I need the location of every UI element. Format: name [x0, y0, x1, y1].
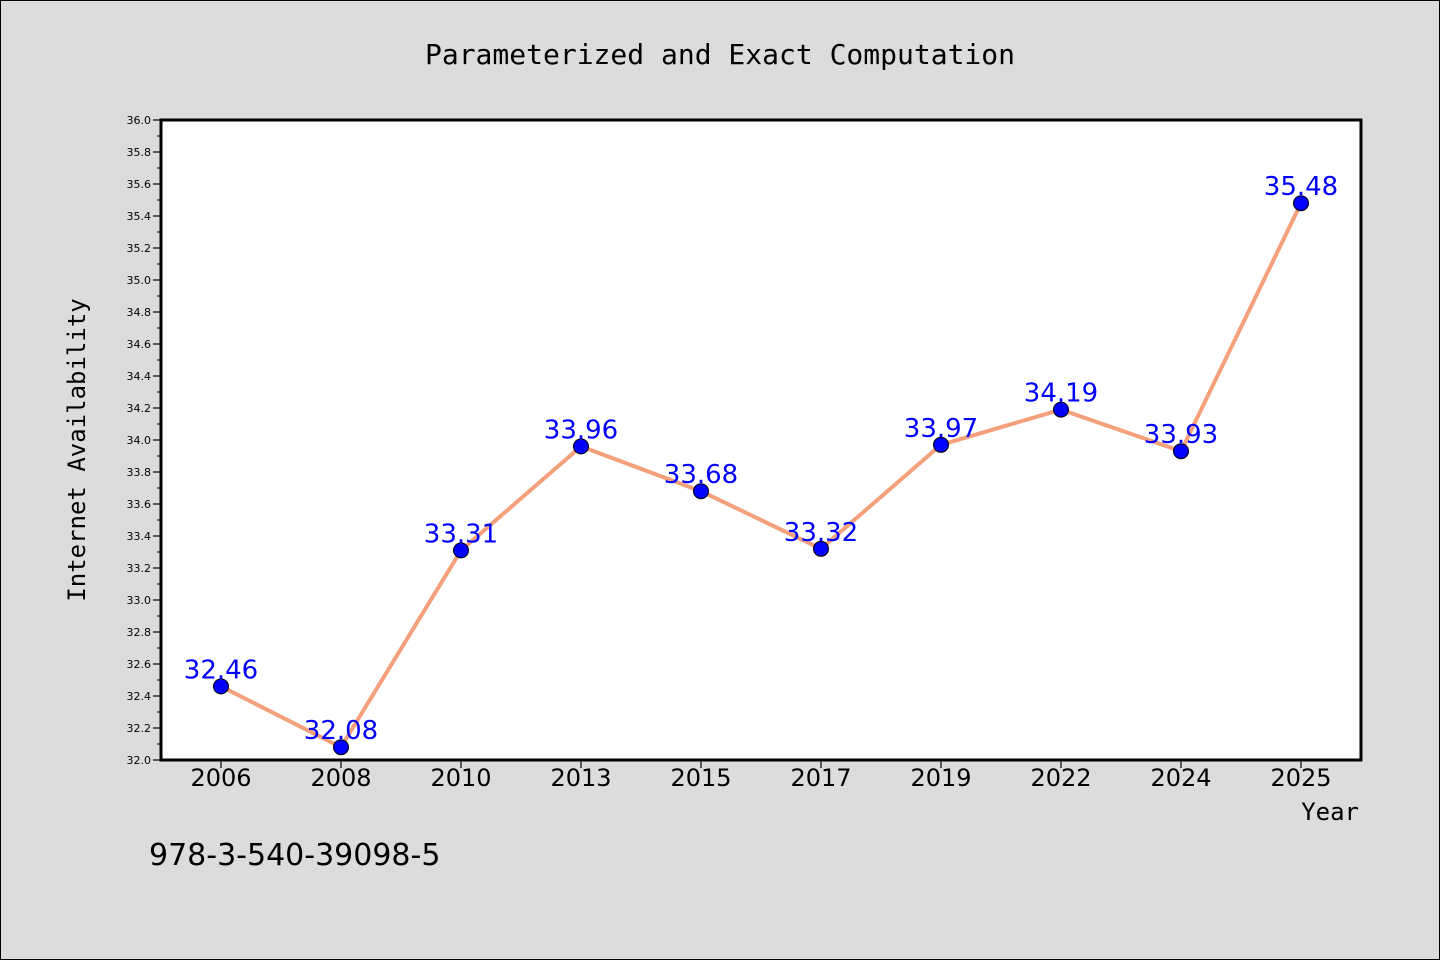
x-tick-label: 2019 [910, 764, 971, 792]
data-label: 32.46 [184, 655, 258, 685]
y-tick-label: 32.8 [127, 626, 152, 639]
data-point [333, 739, 349, 756]
y-tick-label: 35.6 [127, 178, 152, 191]
data-point [933, 436, 949, 453]
data-label: 33.97 [904, 414, 978, 444]
y-tick-label: 35.2 [127, 242, 152, 255]
y-tick-label: 32.4 [127, 690, 152, 703]
footer-isbn: 978-3-540-39098-5 [149, 838, 440, 873]
data-point [1173, 443, 1189, 460]
data-label: 33.68 [664, 460, 738, 490]
x-axis: 2006 2008 2010 2013 2015 2017 2019 2022 2024 2025 [190, 760, 1332, 792]
data-label: 35.48 [1264, 172, 1338, 202]
y-tick-label: 33.2 [127, 562, 152, 575]
y-axis-title: Internet Availability [63, 298, 91, 601]
y-tick-label: 34.0 [127, 434, 152, 447]
data-point [573, 438, 589, 455]
y-tick-label: 33.4 [127, 530, 152, 543]
data-point [693, 483, 709, 500]
y-axis: 32.0 32.2 32.4 32.6 32.8 33.0 33.2 33.4 33.6 33.8… [127, 114, 161, 767]
x-tick-label: 2024 [1150, 764, 1211, 792]
data-point [213, 678, 229, 695]
x-tick-label: 2025 [1270, 764, 1331, 792]
y-tick-label: 32.2 [127, 722, 152, 735]
plot-area [159, 118, 1363, 762]
y-tick-label: 34.6 [127, 338, 152, 351]
data-markers [213, 195, 1309, 756]
data-label: 33.96 [544, 415, 618, 445]
x-tick-label: 2013 [550, 764, 611, 792]
x-tick-label: 2010 [430, 764, 491, 792]
x-tick-label: 2015 [670, 764, 731, 792]
y-tick-label: 32.0 [127, 754, 152, 767]
y-tick-label: 35.4 [127, 210, 152, 223]
y-tick-label: 35.0 [127, 274, 152, 287]
x-tick-label: 2006 [190, 764, 251, 792]
data-label: 32.08 [304, 716, 378, 746]
data-label: 33.31 [424, 519, 498, 549]
y-tick-label: 34.2 [127, 402, 152, 415]
y-tick-label: 34.4 [127, 370, 152, 383]
data-point [1293, 195, 1309, 212]
x-axis-title: Year [1301, 798, 1359, 826]
data-point [813, 540, 829, 557]
y-tick-label: 35.8 [127, 146, 152, 159]
y-tick-label: 36.0 [127, 114, 152, 127]
series-line-group [219, 201, 1303, 750]
data-label: 33.93 [1144, 420, 1218, 450]
x-tick-label: 2017 [790, 764, 851, 792]
data-point [453, 542, 469, 559]
y-tick-label: 33.6 [127, 498, 152, 511]
data-label: 33.32 [784, 518, 858, 548]
series-line [219, 201, 1303, 750]
x-tick-label: 2008 [310, 764, 371, 792]
chart-title: Parameterized and Exact Computation [425, 38, 1015, 71]
data-labels: 32.46 32.08 33.31 33.96 33.68 33.32 33.97 34.19… [184, 172, 1338, 746]
data-label: 34.19 [1024, 379, 1098, 409]
y-tick-label: 33.0 [127, 594, 152, 607]
data-point [1053, 401, 1069, 418]
y-tick-label: 34.8 [127, 306, 152, 319]
x-tick-label: 2022 [1030, 764, 1091, 792]
y-tick-label: 33.8 [127, 466, 152, 479]
y-tick-label: 32.6 [127, 658, 152, 671]
